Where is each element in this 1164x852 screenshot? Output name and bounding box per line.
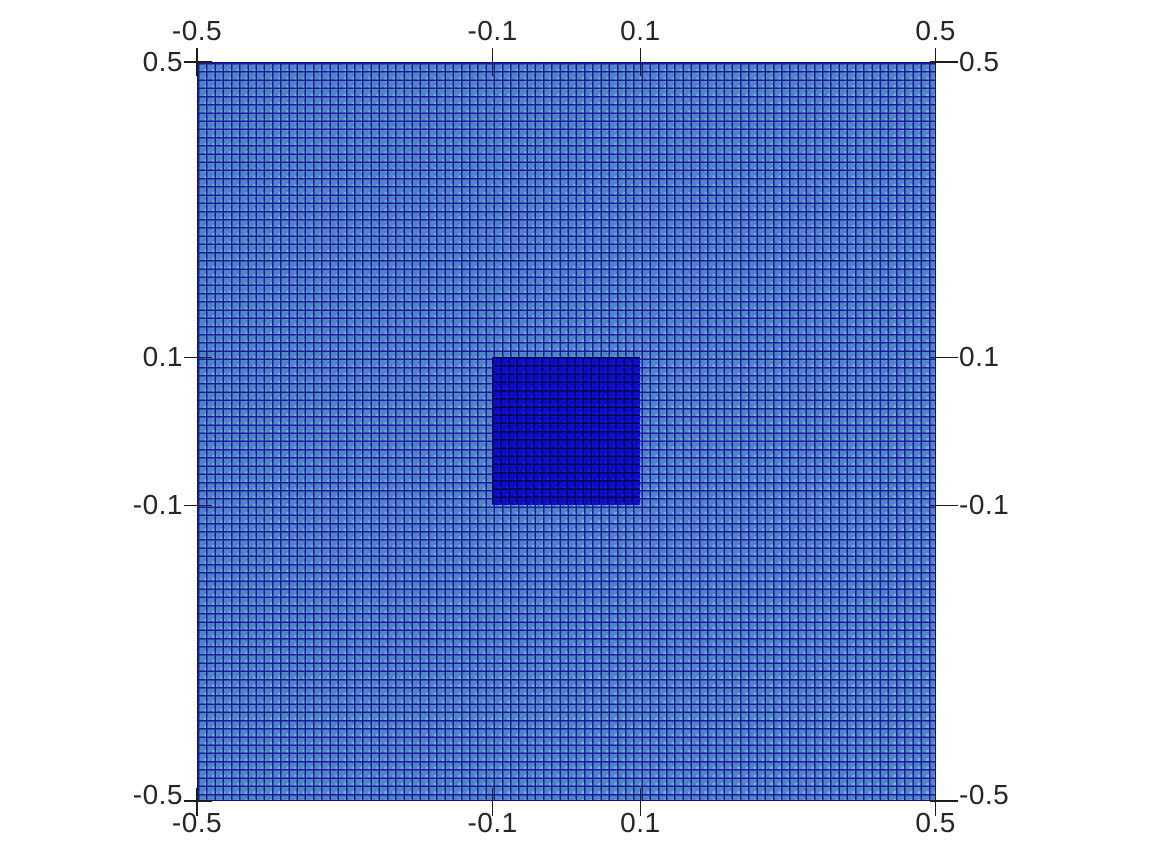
y-axis-left-label: 0.5 <box>142 46 183 77</box>
y-axis-right-tick <box>930 800 958 802</box>
y-axis-left-tick <box>184 61 212 63</box>
y-axis-right-tick <box>930 61 958 63</box>
x-axis-top-label: 0.1 <box>620 15 661 46</box>
y-axis-right-label: 0.5 <box>959 46 1000 77</box>
x-axis-bottom-tick <box>639 788 642 816</box>
mesh-viewport[interactable] <box>197 62 936 801</box>
y-axis-left-label: -0.5 <box>132 779 183 810</box>
y-axis-left-tick <box>184 800 212 802</box>
y-axis-left-label: 0.1 <box>142 341 183 372</box>
y-axis-left-tick <box>184 356 212 359</box>
x-axis-bottom-label: -0.1 <box>467 807 518 838</box>
x-axis-top-label: 0.5 <box>915 15 956 46</box>
y-axis-right-tick <box>930 356 958 359</box>
y-axis-left-label: -0.1 <box>132 489 183 520</box>
y-axis-right-tick <box>930 504 958 507</box>
x-axis-top-label: -0.1 <box>467 15 518 46</box>
inner-region <box>492 357 640 505</box>
x-axis-bottom-label: 0.5 <box>915 807 956 838</box>
x-axis-bottom-label: -0.5 <box>171 807 223 838</box>
x-axis-top-tick <box>491 48 494 76</box>
y-axis-right-label: -0.5 <box>959 779 1010 810</box>
x-axis-top-tick <box>639 48 642 76</box>
y-axis-left-tick <box>184 504 212 507</box>
x-axis-top-label: -0.5 <box>171 15 223 46</box>
x-axis-bottom-label: 0.1 <box>620 807 661 838</box>
y-axis-right-label: -0.1 <box>959 489 1010 520</box>
x-axis-bottom-tick <box>934 788 937 816</box>
x-axis-bottom-tick <box>196 788 198 816</box>
x-axis-bottom-tick <box>491 788 494 816</box>
y-axis-right-label: 0.1 <box>959 341 1000 372</box>
